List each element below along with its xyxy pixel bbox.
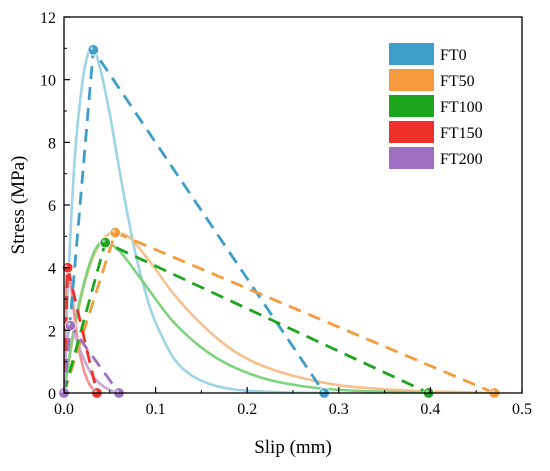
legend-swatch-ft100 [389,95,434,117]
legend-swatch-ft150 [389,121,434,143]
legend-swatch-ft0 [389,43,434,65]
fit-curve-ft100 [64,240,429,393]
legend-label-ft200: FT200 [440,151,483,168]
data-point-ft200 [64,319,77,332]
x-tick-label: 0.0 [54,401,74,418]
y-tick-label: 12 [40,10,56,27]
y-tick-label: 8 [48,135,56,152]
x-tick-label: 0.5 [512,401,532,418]
dashed-line-ft150 [64,267,99,393]
y-tick-label: 6 [48,198,56,215]
dashed-line-ft100 [64,240,430,393]
fit-curve-ft150 [64,265,98,393]
fit-curve-ft50 [64,230,495,393]
dashed-line-ft50 [64,230,496,393]
y-axis-title: Stress (MPa) [8,156,29,255]
y-tick-label: 10 [40,73,56,90]
x-tick-label: 0.2 [237,401,257,418]
y-tick-label: 2 [48,323,56,340]
x-tick-label: 0.1 [146,401,166,418]
y-tick-label: 4 [48,261,56,278]
data-point-ft0 [87,44,100,56]
legend-label-ft100: FT100 [440,99,483,116]
data-point-ft50 [109,226,121,239]
legend: FT0 FT50 FT100 FT150 FT200 [389,43,483,169]
x-tick-label: 0.4 [420,401,440,418]
legend-swatch-ft200 [389,147,434,169]
legend-label-ft150: FT150 [440,125,483,142]
data-point-ft100 [99,236,111,249]
x-axis-title: Slip (mm) [254,437,332,458]
y-tick-label: 0 [48,386,56,403]
fit-curve-ft0 [64,46,325,393]
legend-label-ft0: FT0 [440,47,467,64]
legend-label-ft50: FT50 [440,73,475,90]
x-tick-label: 0.3 [329,401,349,418]
legend-swatch-ft50 [389,69,434,91]
